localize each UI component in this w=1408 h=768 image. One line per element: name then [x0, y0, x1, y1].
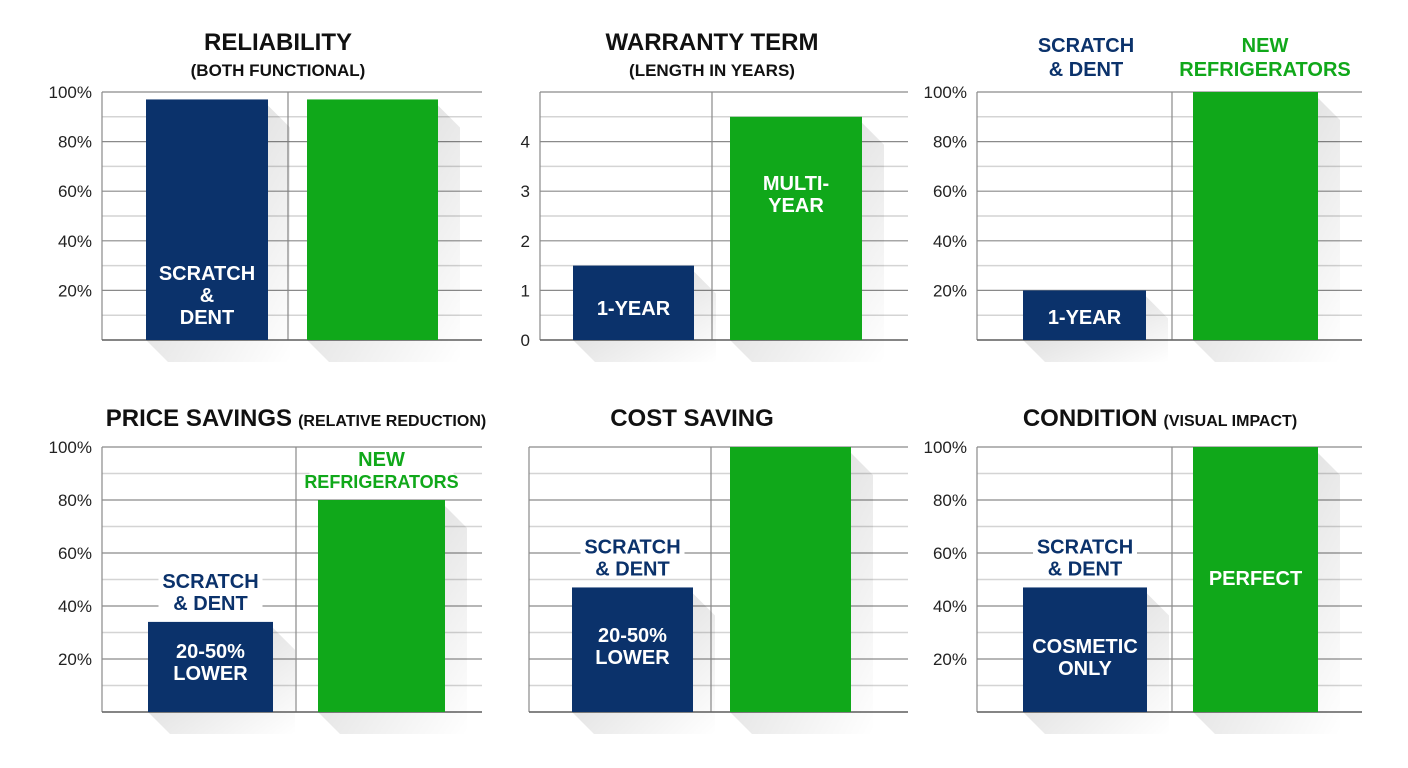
bar-top-label: REFRIGERATORS — [304, 472, 458, 492]
chart-title: COST SAVING — [610, 405, 774, 432]
bar-top-label: & DENT — [1048, 558, 1122, 580]
bar-new-refrigerators — [318, 500, 445, 712]
header-label: REFRIGERATORS — [1179, 59, 1351, 81]
chart-panel-1: 20% 40% 60% 80% 100% RELIABILITY (BOTH FUNCTIO… — [49, 29, 482, 362]
label-backdrop — [1033, 536, 1137, 557]
bar-top-label: & DENT — [595, 558, 669, 580]
bar-top-label: NEW — [358, 449, 405, 471]
bar-inner-label: DENT — [180, 307, 234, 329]
y-tick-label: 3 — [521, 182, 530, 201]
y-tick-label: 40% — [933, 232, 967, 251]
y-tick-label: 1 — [521, 281, 530, 300]
header-label: & DENT — [1049, 59, 1123, 81]
chart-panel-6: 20% 40% 60% 80% 100% CONDITION (VISUAL IMPACT)… — [924, 405, 1362, 734]
chart-panel-3: 20% 40% 60% 80% 100% 1-YEAR SCRATCH& DENT NEWRE… — [924, 35, 1362, 362]
y-tick-label: 60% — [933, 544, 967, 563]
y-tick-label: 80% — [933, 491, 967, 510]
bar-scratch-dent — [573, 265, 694, 340]
chart-title: RELIABILITY — [204, 29, 352, 56]
y-tick-label: 100% — [924, 83, 967, 102]
chart-title-main: PRICE SAVINGS — [106, 405, 292, 432]
bar-inner-label: MULTI- — [763, 173, 829, 195]
y-tick-label: 60% — [933, 182, 967, 201]
chart-panel-4: 20% 40% 60% 80% 100% PRICE SAVINGS (RELATIVE R… — [49, 405, 486, 734]
bar-new-refrigerators — [1193, 447, 1318, 712]
bar-top-label: SCRATCH — [162, 571, 258, 593]
bar-new-refrigerators — [1193, 92, 1318, 340]
y-tick-label: 4 — [521, 133, 530, 152]
y-tick-label: 20% — [58, 650, 92, 669]
chart-panel-2: 0 1 2 3 4 WARRANTY TERM (LENGTH IN YEARS) 1-YEA… — [521, 29, 908, 362]
header-label: NEW — [1242, 35, 1289, 57]
chart-title: PRICE SAVINGS (RELATIVE REDUCTION) — [106, 405, 486, 432]
label-backdrop — [158, 570, 263, 591]
bar-inner-label: COSMETIC — [1032, 636, 1138, 658]
bar-scratch-dent — [1023, 290, 1146, 340]
bar-inner-label: ONLY — [1058, 658, 1112, 680]
label-backdrop — [329, 449, 434, 469]
y-tick-label: 100% — [49, 83, 92, 102]
bar-new-refrigerators — [730, 116, 862, 340]
bar-top-label: & DENT — [173, 593, 247, 615]
y-tick-label: 60% — [58, 544, 92, 563]
bar-inner-label: PERFECT — [1209, 568, 1302, 590]
y-tick-label: 40% — [58, 597, 92, 616]
bar-inner-label: LOWER — [595, 647, 670, 669]
label-backdrop — [580, 536, 685, 557]
y-tick-label: 40% — [58, 232, 92, 251]
y-tick-label: 100% — [49, 438, 92, 457]
bar-inner-label: SCRATCH — [159, 263, 255, 285]
y-tick-label: 20% — [58, 281, 92, 300]
y-tick-label: 20% — [933, 281, 967, 300]
bar-new-refrigerators — [730, 447, 851, 712]
chart-title-main: CONDITION — [1023, 405, 1158, 432]
bar-scratch-dent — [572, 587, 693, 712]
bar-new-refrigerators — [307, 99, 438, 340]
y-tick-label: 20% — [933, 650, 967, 669]
bar-inner-label: 1-YEAR — [1048, 307, 1122, 329]
label-backdrop — [309, 471, 454, 491]
bar-scratch-dent — [1023, 587, 1147, 712]
bar-inner-label: 20-50% — [598, 625, 667, 647]
bar-scratch-dent — [148, 621, 273, 712]
bar-top-label: SCRATCH — [584, 536, 680, 558]
chart-subtitle: (LENGTH IN YEARS) — [629, 61, 795, 80]
label-backdrop — [158, 592, 263, 613]
label-backdrop — [580, 558, 685, 579]
chart-subtitle: (VISUAL IMPACT) — [1164, 413, 1298, 430]
y-tick-label: 80% — [58, 133, 92, 152]
bar-inner-label: 1-YEAR — [597, 298, 671, 320]
chart-title: CONDITION (VISUAL IMPACT) — [1023, 405, 1297, 432]
bar-inner-label: YEAR — [768, 195, 824, 217]
label-backdrop — [1033, 558, 1137, 579]
chart-subtitle: (RELATIVE REDUCTION) — [298, 413, 486, 430]
header-label: SCRATCH — [1038, 35, 1134, 57]
bar-inner-label: 20-50% — [176, 641, 245, 663]
y-tick-label: 100% — [924, 438, 967, 457]
bar-inner-label: LOWER — [173, 663, 248, 685]
y-tick-label: 40% — [933, 597, 967, 616]
bar-top-label: SCRATCH — [1037, 536, 1133, 558]
chart-title: WARRANTY TERM — [606, 29, 819, 56]
y-tick-label: 0 — [521, 331, 530, 350]
bar-inner-label: & — [200, 285, 214, 307]
chart-subtitle: (BOTH FUNCTIONAL) — [191, 61, 366, 80]
y-tick-label: 60% — [58, 182, 92, 201]
y-tick-label: 2 — [521, 232, 530, 251]
chart-panel-5: COST SAVING 20-50%LOWER SCRATCH& DENT — [528, 405, 908, 734]
y-tick-label: 80% — [58, 491, 92, 510]
bar-scratch-dent — [146, 99, 268, 340]
y-tick-label: 80% — [933, 133, 967, 152]
